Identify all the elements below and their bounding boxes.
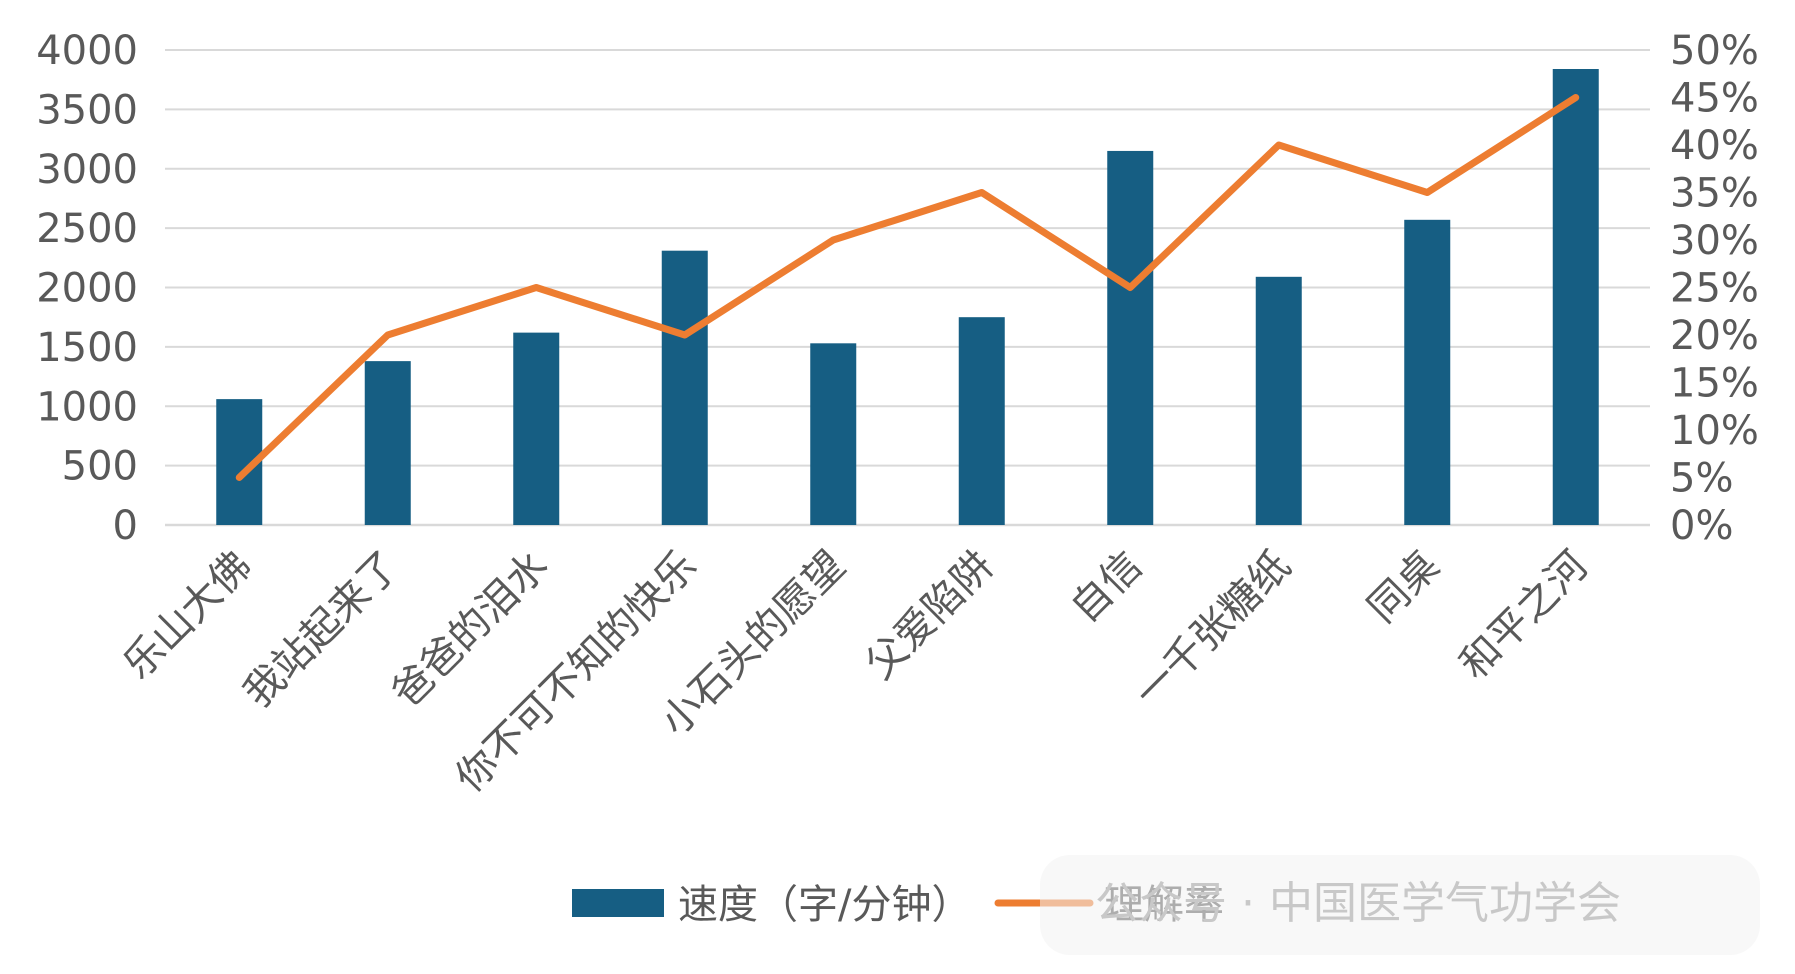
legend-label-speed: 速度（字/分钟） (678, 882, 971, 928)
category-label: 和平之河 (1451, 543, 1597, 689)
left-tick-label: 1000 (36, 384, 138, 430)
watermark-text: 公众号 · 中国医学气功学会 (1095, 878, 1621, 929)
bar (365, 361, 411, 525)
left-tick-label: 2500 (36, 206, 138, 252)
left-tick-label: 3000 (36, 147, 138, 193)
bar (959, 317, 1005, 525)
bar (1553, 69, 1599, 525)
left-tick-label: 3500 (36, 87, 138, 133)
category-labels: 乐山大佛我站起来了爸爸的泪水你不可不知的快乐小石头的愿望父爱陷阱自信一千张糖纸同… (115, 543, 1597, 802)
bar (1404, 220, 1450, 525)
left-axis-ticks: 0 500 1000 1500 2000 2500 3000 3500 4000 (36, 28, 138, 549)
category-label: 我站起来了 (235, 543, 409, 717)
right-tick-label: 30% (1670, 218, 1759, 264)
left-tick-label: 4000 (36, 28, 138, 74)
right-tick-label: 15% (1670, 361, 1759, 407)
right-tick-label: 20% (1670, 313, 1759, 359)
category-label: 乐山大佛 (115, 543, 261, 689)
bar (1256, 277, 1302, 525)
left-tick-label: 500 (62, 444, 138, 490)
category-label: 同桌 (1359, 543, 1448, 632)
right-tick-label: 0% (1670, 503, 1733, 549)
right-tick-label: 10% (1670, 408, 1759, 454)
left-tick-label: 1500 (36, 325, 138, 371)
bar (513, 333, 559, 525)
left-tick-label: 2000 (36, 266, 138, 312)
right-tick-label: 35% (1670, 171, 1759, 217)
bar-series (216, 69, 1599, 525)
watermark: 公众号 · 中国医学气功学会 (1040, 855, 1760, 955)
right-axis-ticks: 0%5%10%15%20%25%30%35%40%45%50% (1670, 28, 1759, 549)
left-tick-label: 0 (113, 503, 138, 549)
bar (1107, 151, 1153, 525)
right-tick-label: 45% (1670, 76, 1759, 122)
category-label: 一千张糖纸 (1126, 543, 1300, 717)
right-tick-label: 25% (1670, 266, 1759, 312)
category-label: 父爱陷阱 (857, 543, 1003, 689)
right-tick-label: 50% (1670, 28, 1759, 74)
right-tick-label: 5% (1670, 456, 1733, 502)
bar (810, 343, 856, 525)
right-tick-label: 40% (1670, 123, 1759, 169)
bar (662, 251, 708, 525)
category-label: 自信 (1062, 543, 1151, 632)
legend-swatch-bar (572, 889, 664, 917)
